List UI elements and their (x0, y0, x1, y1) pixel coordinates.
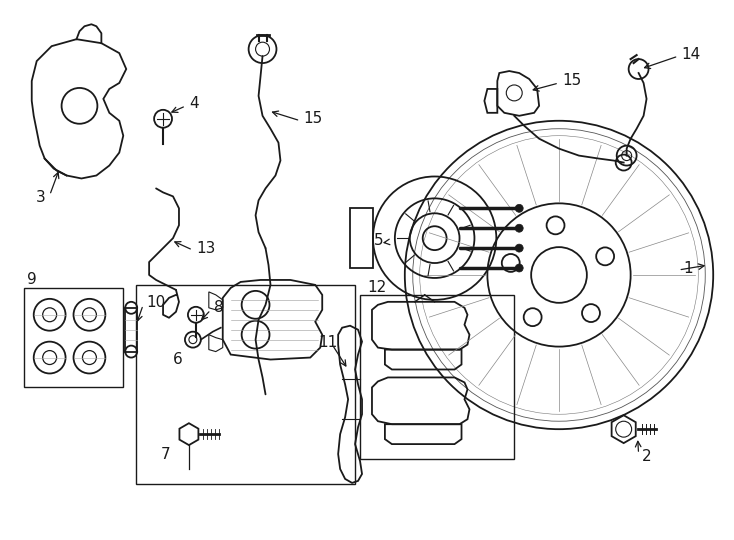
Circle shape (515, 264, 523, 272)
Text: 1: 1 (683, 260, 693, 275)
Bar (360, 295, 515, 459)
Text: 10: 10 (146, 295, 165, 310)
Text: 15: 15 (303, 111, 322, 126)
Text: 6: 6 (173, 352, 183, 367)
Text: 9: 9 (26, 273, 37, 287)
Bar (23, 288, 123, 387)
Text: 15: 15 (562, 73, 581, 89)
Text: 12: 12 (367, 280, 386, 295)
Text: 13: 13 (196, 241, 215, 255)
Text: 7: 7 (161, 447, 171, 462)
Text: 11: 11 (319, 335, 338, 350)
Circle shape (515, 244, 523, 252)
Text: 2: 2 (642, 449, 651, 463)
Bar (137, 285, 355, 484)
Text: 5: 5 (374, 233, 384, 248)
Text: 8: 8 (214, 300, 223, 315)
Bar (126, 308, 137, 352)
Circle shape (515, 204, 523, 212)
Text: 3: 3 (36, 190, 46, 205)
Circle shape (515, 224, 523, 232)
Text: 4: 4 (189, 96, 198, 111)
Text: 14: 14 (681, 46, 701, 62)
